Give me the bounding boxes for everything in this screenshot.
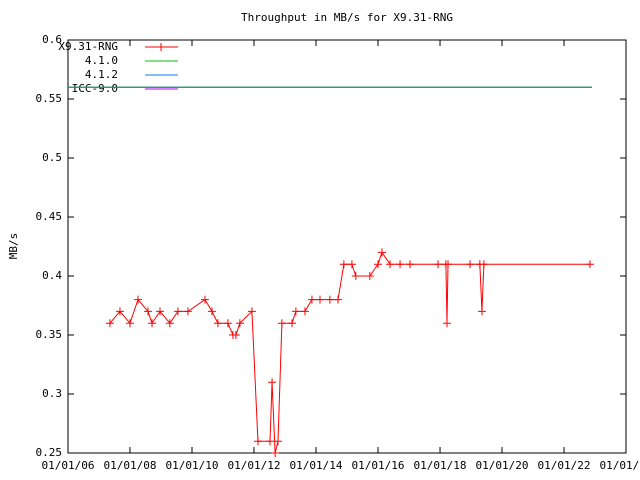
legend-label: ICC-9.0 [72,82,118,95]
point-marker [300,307,309,316]
point-marker [287,319,296,328]
legend-label: 4.1.2 [85,68,118,81]
y-tick-label: 0.3 [42,387,62,400]
x-tick-label: 01/01/22 [538,459,591,472]
point-marker [396,260,405,269]
point-marker [465,260,474,269]
point-marker [351,272,360,280]
point-marker [291,307,300,316]
point-marker [347,260,356,269]
point-marker [200,295,209,304]
y-tick-label: 0.45 [36,210,63,223]
point-marker [165,319,174,328]
point-marker [247,307,256,316]
x-tick-label: 01/01/18 [414,459,467,472]
y-axis-label: MB/s [7,233,20,260]
y-tick-label: 0.25 [36,446,63,459]
point-marker [105,319,114,328]
y-tick-label: 0.55 [36,92,63,105]
point-marker [365,272,374,280]
x-tick-label: 01/01/08 [103,459,156,472]
x-tick-label: 01/01/24 [600,459,640,472]
point-marker [207,307,216,316]
y-tick-label: 0.5 [42,151,62,164]
plot-border [67,39,627,454]
x-tick-label: 01/01/16 [351,459,404,472]
point-marker [373,260,382,269]
point-marker [125,319,134,328]
x-tick-label: 01/01/14 [290,459,343,472]
point-marker [277,319,286,328]
legend-label: X9.31-RNG [58,40,118,53]
point-marker [316,295,325,304]
point-marker [477,307,486,316]
point-marker [325,295,334,304]
point-marker [585,260,594,269]
x-tick-label: 01/01/06 [42,459,95,472]
point-marker [231,331,240,339]
point-marker [271,449,280,457]
point-marker [268,378,277,387]
point-marker [442,319,451,328]
point-marker [405,260,414,269]
point-marker [273,437,282,446]
point-marker [444,260,453,269]
point-marker [377,248,386,257]
point-marker [334,295,343,304]
point-marker [235,319,244,328]
point-marker [115,307,124,316]
point-marker [173,307,182,316]
legend-label: 4.1.0 [85,54,118,67]
point-marker [143,307,152,316]
point-marker [134,295,143,304]
point-marker [213,319,222,328]
x-tick-label: 01/01/20 [475,459,528,472]
point-marker [307,295,316,304]
point-marker [266,437,275,446]
point-marker [156,307,165,316]
point-marker [183,307,192,316]
point-marker [339,260,348,269]
chart-title: Throughput in MB/s for X9.31-RNG [241,11,453,24]
point-marker [479,260,488,269]
y-tick-label: 0.4 [42,269,62,282]
y-tick-label: 0.6 [42,33,62,46]
point-marker [253,437,262,446]
x-tick-label: 01/01/10 [166,459,219,472]
point-marker [148,319,157,328]
legend-marker [157,43,165,51]
point-marker [386,260,395,269]
x-tick-label: 01/01/12 [227,459,280,472]
point-marker [433,260,442,269]
point-marker [223,319,232,328]
y-tick-label: 0.35 [36,328,63,341]
